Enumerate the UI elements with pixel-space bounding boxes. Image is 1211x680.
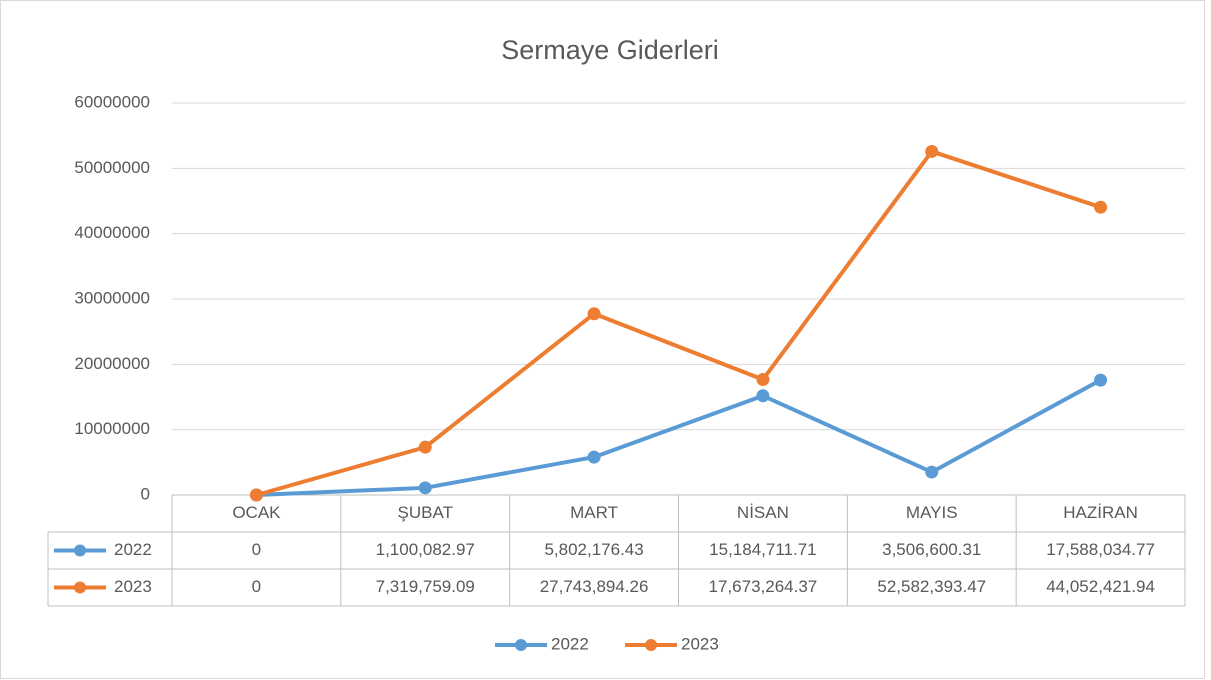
table-cell: 17,588,034.77 [1046, 540, 1155, 559]
legend-label: 2022 [551, 634, 589, 653]
legend-label: 2023 [681, 634, 719, 653]
data-point [925, 144, 939, 158]
data-point [418, 481, 432, 495]
series-line [256, 378, 1102, 497]
data-point [249, 488, 263, 502]
x-tick-label: HAZİRAN [1063, 503, 1138, 522]
legend-marker [645, 639, 657, 651]
x-tick-label: MAYIS [906, 503, 958, 522]
x-tick-label: MART [570, 503, 618, 522]
data-point [1094, 200, 1108, 214]
table-row-label: 2023 [114, 577, 152, 596]
y-tick-label: 50000000 [74, 158, 150, 177]
x-tick-label: OCAK [232, 503, 281, 522]
table-cell: 7,319,759.09 [376, 577, 475, 596]
data-point [756, 373, 770, 387]
legend-marker [74, 581, 86, 594]
x-tick-label: ŞUBAT [398, 503, 453, 522]
table-cell: 3,506,600.31 [882, 540, 981, 559]
data-point [587, 450, 601, 464]
series-line [255, 149, 1102, 497]
y-tick-label: 60000000 [74, 92, 150, 111]
y-tick-label: 30000000 [74, 288, 150, 307]
x-tick-label: NİSAN [737, 503, 789, 522]
data-point [925, 465, 939, 479]
legend-marker [515, 639, 527, 651]
data-point [756, 389, 770, 403]
table-cell: 1,100,082.97 [376, 540, 475, 559]
table-row-label: 2022 [114, 540, 152, 559]
y-tick-label: 0 [141, 484, 150, 503]
table-cell: 0 [252, 577, 261, 596]
table-cell: 15,184,711.71 [709, 540, 816, 559]
table-cell: 5,802,176.43 [544, 540, 643, 559]
chart-title: Sermaye Giderleri [501, 35, 719, 65]
data-point [587, 307, 601, 321]
table-cell: 27,743,894.26 [540, 577, 649, 596]
table-cell: 17,673,264.37 [709, 577, 818, 596]
data-point [418, 440, 432, 454]
y-tick-label: 20000000 [74, 354, 150, 373]
y-tick-label: 10000000 [74, 419, 150, 438]
y-tick-label: 40000000 [74, 223, 150, 242]
legend-marker [74, 544, 86, 557]
table-cell: 44,052,421.94 [1046, 577, 1155, 596]
table-cell: 52,582,393.47 [877, 577, 986, 596]
table-cell: 0 [252, 540, 261, 559]
data-point [1094, 373, 1108, 387]
